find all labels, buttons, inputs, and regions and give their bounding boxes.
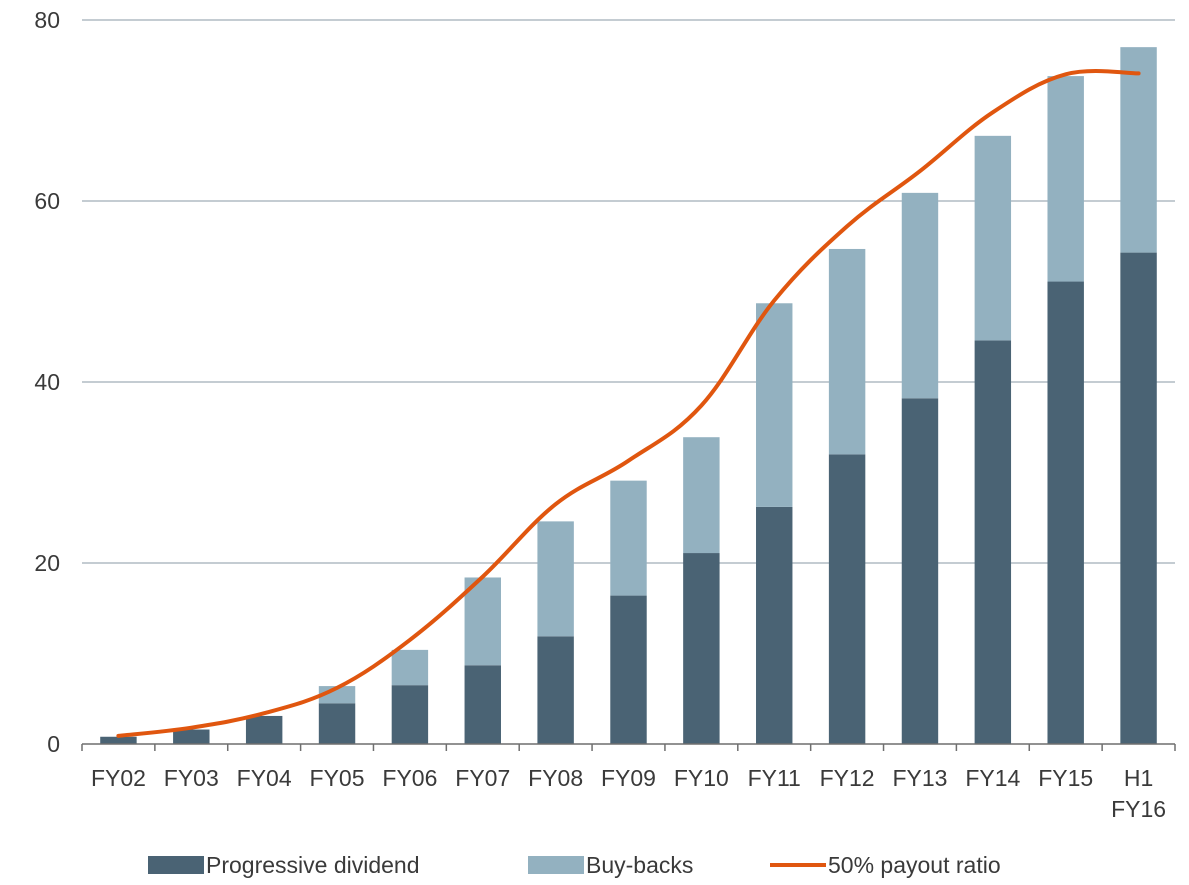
- payout-line-layer: [116, 69, 1141, 738]
- bar-progressive-dividend: [173, 729, 210, 744]
- y-tick-label: 0: [47, 731, 60, 757]
- x-tick-label: FY11: [748, 765, 801, 791]
- x-tick-label: FY14: [965, 765, 1020, 791]
- bar-progressive-dividend: [537, 636, 574, 744]
- bar-progressive-dividend: [683, 553, 720, 744]
- legend-label-buy-backs: Buy-backs: [586, 852, 693, 878]
- bar-progressive-dividend: [1047, 281, 1084, 744]
- x-tick-label: FY12: [820, 765, 875, 791]
- bar-progressive-dividend: [100, 736, 137, 744]
- bar-buy-backs: [464, 577, 501, 666]
- bar-progressive-dividend: [245, 715, 283, 744]
- x-tick-label: FY04: [237, 765, 292, 791]
- bar-buy-backs: [1120, 47, 1157, 253]
- legend-label-progressive-dividend: Progressive dividend: [206, 852, 420, 878]
- bar-progressive-dividend: [828, 454, 866, 744]
- bar-progressive-dividend: [610, 595, 647, 744]
- bar-progressive-dividend: [1120, 252, 1157, 744]
- bar-buy-backs: [756, 303, 793, 507]
- x-tick-label: FY02: [91, 765, 146, 791]
- bar-buy-backs: [610, 480, 647, 596]
- bar-progressive-dividend: [391, 685, 429, 744]
- y-tick-label: 20: [34, 550, 60, 576]
- x-tick-label: FY09: [601, 765, 656, 791]
- bar-progressive-dividend: [318, 703, 356, 744]
- legend-swatch-progressive-dividend: [148, 856, 204, 874]
- bar-buy-backs: [537, 521, 574, 637]
- legend: Progressive dividend Buy-backs 50% payout …: [148, 852, 1001, 878]
- x-tick-label: FY15: [1038, 765, 1093, 791]
- x-tick-label: FY07: [455, 765, 510, 791]
- bar-buy-backs: [974, 135, 1012, 341]
- bar-buy-backs: [901, 192, 939, 399]
- x-tick-label: FY06: [382, 765, 437, 791]
- y-tick-label: 80: [34, 7, 60, 33]
- x-tick-label: FY10: [674, 765, 729, 791]
- bars: [100, 47, 1157, 744]
- bar-progressive-dividend: [464, 665, 501, 744]
- x-tick-label: FY13: [892, 765, 947, 791]
- bar-progressive-dividend: [901, 398, 939, 744]
- x-tick-label: FY08: [528, 765, 583, 791]
- bar-buy-backs: [1047, 76, 1084, 282]
- bar-progressive-dividend: [756, 506, 793, 744]
- bar-progressive-dividend: [974, 340, 1012, 744]
- bar-buy-backs: [828, 248, 866, 455]
- y-tick-label: 40: [34, 369, 60, 395]
- y-tick-labels: 0 20 40 60 80: [34, 7, 60, 757]
- x-tick-label: FY05: [310, 765, 365, 791]
- bar-buy-backs: [391, 649, 429, 686]
- legend-swatch-buy-backs: [528, 856, 584, 874]
- legend-label-50-payout-ratio: 50% payout ratio: [828, 852, 1001, 878]
- x-tick-label: H1: [1124, 765, 1153, 791]
- x-axis: [81, 743, 1176, 751]
- x-tick-label: FY03: [164, 765, 219, 791]
- x-tick-label: FY16: [1111, 796, 1166, 822]
- line-50-payout-ratio: [116, 69, 1141, 738]
- y-tick-label: 60: [34, 188, 60, 214]
- x-tick-labels: FY02 FY03 FY04 FY05 FY06 FY07 FY08 FY09 FY10 FY11…: [91, 765, 1166, 822]
- bar-buy-backs: [683, 437, 720, 554]
